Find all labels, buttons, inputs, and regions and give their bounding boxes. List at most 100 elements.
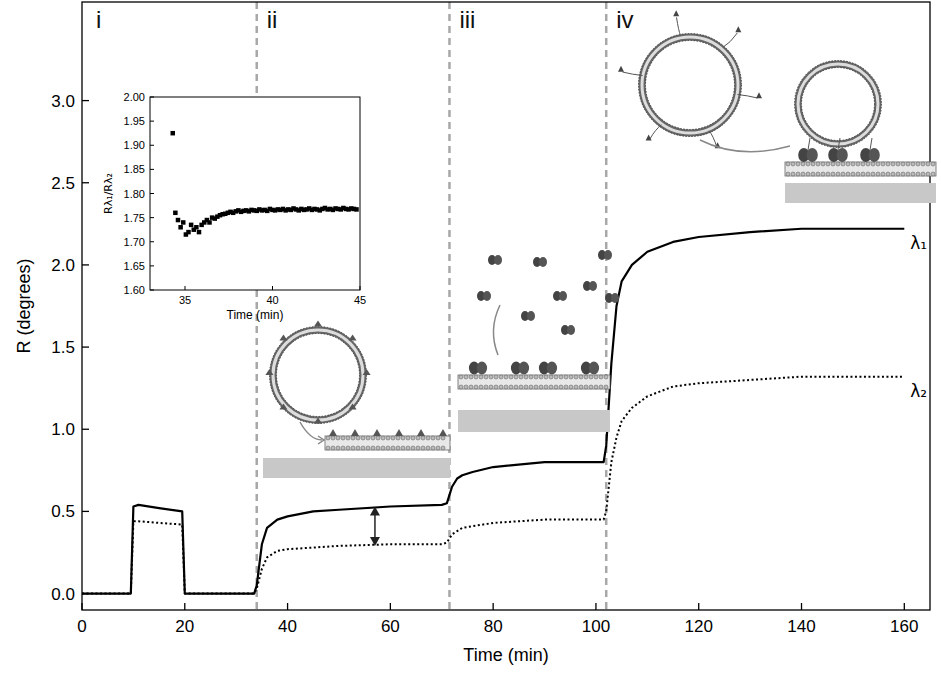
bilayer: [785, 162, 936, 176]
lipid-head: [801, 172, 805, 176]
chart: iiiiiiiv0204060801001201401600.00.51.01.…: [0, 0, 941, 675]
schematic-arrow-head: [318, 436, 324, 444]
inset-y-tick-label: 1.85: [124, 163, 145, 175]
lipid-head: [599, 375, 603, 379]
inset-y-tick: [150, 169, 154, 170]
lipid-head: [514, 375, 518, 379]
lipid-head: [351, 436, 355, 440]
inset-y-tick: [150, 193, 154, 194]
lipid-head: [554, 375, 558, 379]
x-tick: [698, 603, 699, 610]
lipid-head: [366, 446, 370, 450]
anchor-marker: [395, 429, 403, 436]
lipid-head: [401, 446, 405, 450]
substrate: [458, 410, 610, 432]
protein: [611, 293, 619, 303]
anchor-marker: [439, 429, 447, 436]
lipid-head: [584, 385, 588, 389]
protein: [494, 255, 502, 265]
lipid-head: [341, 436, 345, 440]
lipid-head: [534, 385, 538, 389]
lipid-head: [594, 385, 598, 389]
protein: [527, 311, 535, 321]
tether: [677, 17, 681, 35]
anchor-marker: [351, 429, 359, 436]
lipid-head: [529, 385, 533, 389]
inset-y-tick-label: 1.95: [124, 115, 145, 127]
lipid-head: [489, 375, 493, 379]
lipid-head: [841, 162, 845, 166]
anchor-marker: [279, 404, 287, 410]
tether-head: [646, 134, 652, 140]
lipid-head: [806, 172, 810, 176]
lipid-head: [836, 162, 840, 166]
inset-x-tick: [360, 286, 361, 290]
arrow-head: [370, 537, 380, 546]
lipid-head: [391, 446, 395, 450]
lipid-head: [931, 162, 935, 166]
lipid-head: [796, 162, 800, 166]
lipid-head: [861, 172, 865, 176]
lipid-head: [504, 375, 508, 379]
lipid-head: [916, 172, 920, 176]
lipid-head: [871, 162, 875, 166]
inset-y-tick-label: 2.00: [124, 91, 145, 103]
lipid-head: [396, 436, 400, 440]
inset-point: [197, 230, 202, 235]
inset-y-tick: [150, 217, 154, 218]
inset-y-tick-label: 1.75: [124, 212, 145, 224]
lipid-head: [896, 162, 900, 166]
x-tick: [801, 603, 802, 610]
inset-y-axis-title: Rλ₁/Rλ₂: [102, 173, 115, 214]
inset-x-tick-label: 40: [266, 294, 278, 306]
lipid-head: [326, 446, 330, 450]
lipid-head: [351, 446, 355, 450]
lipid-head: [579, 375, 583, 379]
lipid-head: [464, 375, 468, 379]
protein: [589, 362, 599, 375]
lipid-head: [816, 172, 820, 176]
x-tick-label: 40: [278, 617, 297, 636]
lipid-head: [821, 172, 825, 176]
lipid-head: [524, 375, 528, 379]
tether: [650, 125, 662, 140]
lipid-head: [866, 162, 870, 166]
lipid-head: [589, 385, 593, 389]
lipid-head: [579, 385, 583, 389]
tether: [808, 138, 810, 150]
lipid-head: [589, 375, 593, 379]
lipid-head: [866, 172, 870, 176]
bilayer: [325, 436, 450, 450]
lipid-head: [356, 436, 360, 440]
phase-label: iv: [616, 6, 633, 33]
y-axis-title: R (degrees): [14, 258, 34, 353]
inset-point: [178, 225, 183, 230]
anchor-marker: [265, 369, 273, 375]
protein: [477, 362, 487, 375]
lipid-head: [406, 436, 410, 440]
vesicle: [273, 330, 363, 420]
vesicle-core: [798, 64, 878, 144]
lipid-head: [841, 172, 845, 176]
anchor-marker: [349, 404, 357, 410]
lipid-head: [381, 436, 385, 440]
lipid-head: [806, 162, 810, 166]
lipid-head: [509, 375, 513, 379]
lipid-head: [376, 436, 380, 440]
lipid-head: [421, 446, 425, 450]
lipid-head: [926, 162, 930, 166]
schematics: [263, 10, 936, 478]
lipid-head: [796, 172, 800, 176]
lipid-head: [846, 162, 850, 166]
lipid-head: [891, 162, 895, 166]
phase-label: ii: [267, 6, 278, 33]
lipid-head: [494, 375, 498, 379]
lipid-head: [499, 385, 503, 389]
x-tick-label: 0: [77, 617, 86, 636]
lipid-head: [916, 162, 920, 166]
lipid-head: [331, 446, 335, 450]
lipid-head: [544, 375, 548, 379]
lipid-head: [431, 446, 435, 450]
lipid-head: [811, 162, 815, 166]
lipid-head: [459, 375, 463, 379]
